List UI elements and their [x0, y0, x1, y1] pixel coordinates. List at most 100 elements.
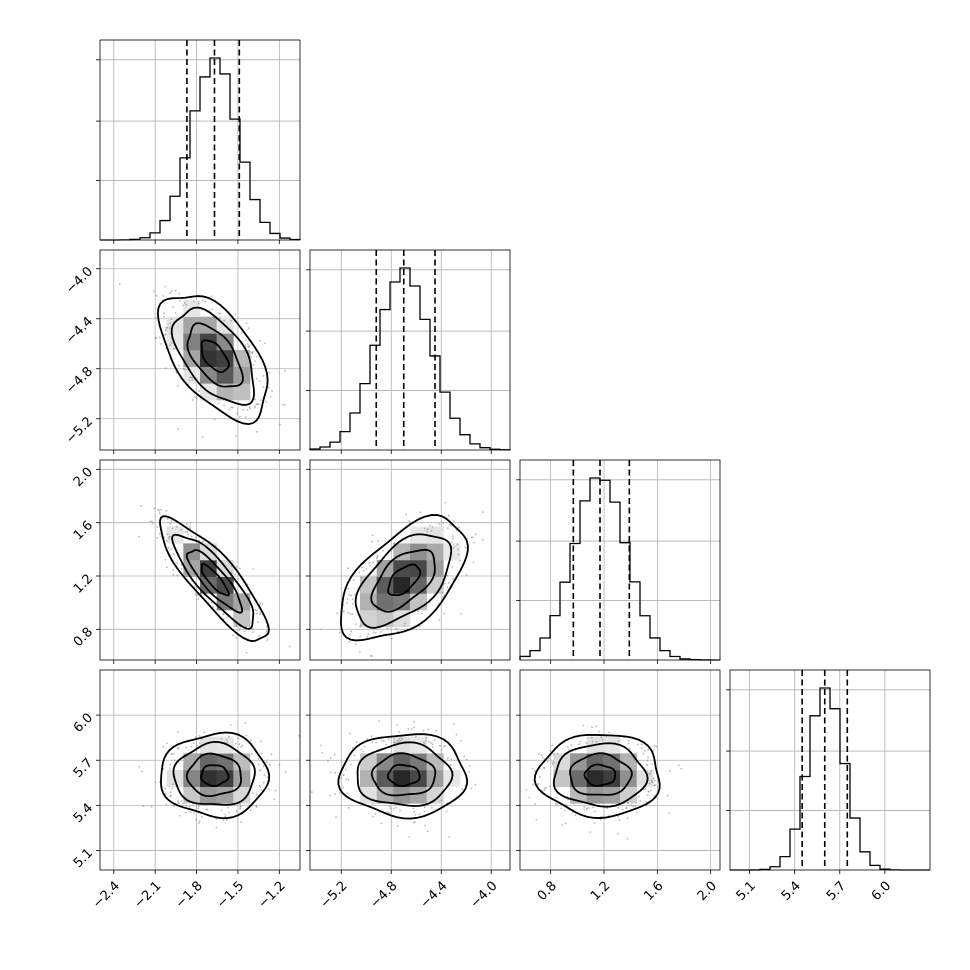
scatter-point: [353, 754, 356, 757]
y-tick-label: 2.0: [71, 465, 96, 490]
scatter-point: [677, 764, 680, 767]
scatter-point: [248, 406, 251, 408]
scatter-point: [396, 723, 399, 726]
scatter-point: [449, 764, 452, 766]
scatter-point: [140, 504, 143, 507]
panel-frame: [309, 459, 511, 661]
scatter-point: [185, 575, 188, 578]
density-cell: [393, 610, 411, 627]
density-cell: [216, 786, 234, 804]
scatter-point: [543, 789, 546, 791]
scatter-point: [503, 801, 505, 803]
scatter-point: [225, 818, 228, 821]
scatter-point: [453, 520, 455, 522]
scatter-point: [159, 533, 161, 535]
scatter-point: [194, 396, 197, 399]
density-cell: [360, 593, 377, 611]
scatter-point: [459, 612, 462, 615]
y-tick-label: 0.8: [71, 625, 96, 650]
scatter-point: [255, 403, 258, 406]
scatter-point: [246, 408, 249, 411]
density-cell: [426, 786, 444, 804]
scatter-point: [602, 739, 604, 741]
scatter-point: [278, 763, 281, 766]
scatter-point: [652, 777, 655, 780]
scatter-point: [583, 806, 586, 808]
scatter-point: [329, 794, 331, 797]
scatter-point: [321, 664, 323, 666]
scatter-point: [172, 553, 175, 556]
scatter-point: [166, 742, 168, 745]
scatter-point: [414, 813, 417, 816]
scatter-point: [570, 744, 573, 747]
scatter-point: [430, 530, 433, 532]
scatter-point: [555, 796, 558, 799]
scatter-point: [371, 534, 374, 537]
density-cell: [410, 753, 427, 771]
scatter-point: [141, 770, 144, 773]
y-tick-label: 1.6: [71, 518, 96, 543]
density-cell: [216, 366, 234, 384]
scatter-point: [255, 806, 258, 808]
panel-content: [503, 724, 683, 840]
scatter-point: [579, 740, 581, 743]
scatter-point: [165, 803, 168, 806]
scatter-point: [442, 521, 445, 524]
scatter-point: [560, 807, 563, 810]
scatter-point: [440, 799, 443, 802]
scatter-point: [652, 750, 655, 752]
scatter-point: [451, 535, 454, 538]
scatter-point: [164, 558, 167, 561]
scatter-point: [370, 654, 373, 657]
scatter-point: [396, 741, 399, 744]
density-cell: [200, 333, 217, 351]
scatter-panel-3-2: [309, 459, 511, 666]
histogram-step-3: [519, 477, 721, 661]
scatter-point: [169, 344, 172, 347]
scatter-point: [249, 407, 251, 410]
scatter-point: [170, 753, 173, 756]
density-cell: [233, 786, 251, 804]
contour-level-3: [354, 533, 453, 629]
scatter-point: [398, 741, 401, 743]
scatter-point: [470, 787, 473, 790]
scatter-point: [240, 331, 243, 334]
scatter-point: [255, 804, 258, 807]
scatter-point: [645, 800, 647, 803]
scatter-point: [268, 371, 271, 374]
scatter-point: [348, 640, 351, 643]
scatter-point: [250, 356, 252, 358]
scatter-point: [185, 368, 187, 371]
scatter-point: [425, 736, 427, 739]
scatter-point: [649, 789, 652, 792]
scatter-point: [256, 612, 258, 615]
scatter-point: [367, 632, 370, 635]
scatter-point: [595, 740, 598, 743]
scatter-point: [668, 811, 671, 814]
density-cell: [200, 576, 217, 594]
scatter-panel-4-2: [309, 669, 511, 871]
scatter-point: [170, 342, 173, 344]
scatter-point: [459, 739, 462, 742]
scatter-point: [389, 807, 392, 810]
scatter-point: [531, 767, 534, 770]
scatter-point: [396, 824, 399, 827]
scatter-point: [194, 593, 197, 596]
scatter-point: [425, 530, 428, 533]
scatter-point: [164, 329, 167, 332]
scatter-point: [378, 720, 381, 723]
scatter-point: [169, 322, 172, 325]
scatter-point: [347, 612, 350, 614]
scatter-point: [234, 742, 237, 745]
scatter-point: [160, 508, 162, 511]
scatter-point: [192, 742, 195, 744]
scatter-point: [433, 738, 436, 741]
scatter-point: [255, 793, 258, 796]
density-cell: [410, 786, 427, 804]
contour-level-3: [170, 306, 255, 406]
scatter-point: [188, 805, 191, 808]
scatter-point: [205, 808, 208, 811]
scatter-point: [177, 364, 180, 367]
scatter-point: [408, 836, 411, 839]
